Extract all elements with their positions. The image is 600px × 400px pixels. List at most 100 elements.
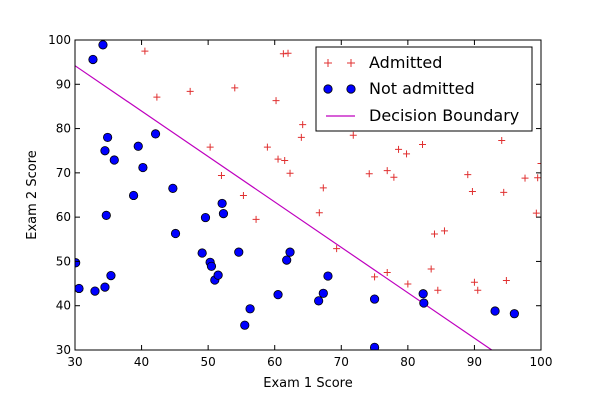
x-tick-label: 60 (267, 355, 282, 369)
not-admitted-point (197, 248, 207, 258)
x-tick-label: 90 (467, 355, 482, 369)
not-admitted-point (150, 129, 161, 139)
admitted-point (252, 215, 260, 223)
admitted-point (502, 276, 510, 284)
x-tick-label: 50 (201, 355, 216, 369)
not-admitted-point (100, 146, 110, 156)
admitted-point (315, 209, 323, 217)
admitted-point (299, 121, 307, 129)
admitted-point (474, 286, 482, 294)
x-tick-label: 40 (134, 355, 149, 369)
admitted-point (231, 84, 239, 92)
admitted-point (272, 97, 280, 105)
not-admitted-point (419, 298, 429, 308)
admitted-point (263, 143, 271, 151)
y-tick-label: 100 (48, 33, 71, 47)
not-admitted-point (206, 261, 217, 271)
y-axis-label: Exam 2 Score (25, 150, 40, 239)
legend-admitted-marker (324, 59, 332, 67)
admitted-point (297, 133, 305, 141)
not-admitted-point (509, 309, 519, 319)
not-admitted-point (200, 212, 211, 223)
y-tick-label: 30 (56, 343, 71, 357)
x-tick-label: 70 (334, 355, 349, 369)
admitted-point (390, 173, 398, 181)
not-admitted-point (285, 247, 295, 257)
legend-label-decision-boundary: Decision Boundary (369, 106, 519, 125)
y-tick-label: 70 (56, 166, 71, 180)
admitted-point (286, 169, 294, 177)
admitted-point (274, 155, 282, 163)
admitted-point (319, 184, 327, 192)
not-admitted-point (88, 54, 98, 65)
plot-frame (74, 39, 542, 351)
not-admitted-point (218, 209, 229, 219)
admitted-point (440, 227, 448, 235)
admitted-point (464, 171, 472, 179)
not-admitted-point (418, 289, 428, 299)
not-admitted-point (168, 183, 178, 193)
admitted-point (371, 273, 379, 281)
not-admitted-point (213, 270, 223, 280)
not-admitted-point (369, 294, 380, 304)
admitted-point (498, 137, 506, 145)
not-admitted-point (101, 210, 111, 220)
admitted-point (434, 286, 442, 294)
admitted-point (468, 187, 476, 195)
not-admitted-point (75, 258, 81, 268)
y-tick-label: 50 (56, 254, 71, 268)
not-admitted-point (100, 282, 110, 292)
not-admitted-point (103, 132, 113, 143)
not-admitted-point (234, 247, 244, 257)
admitted-point (383, 269, 391, 276)
not-admitted-point (314, 296, 324, 306)
not-admitted-point (273, 290, 283, 300)
admitted-point (383, 167, 391, 175)
admitted-point (427, 265, 435, 273)
legend-not-admitted-marker (323, 84, 333, 94)
legend-label-admitted: Admitted (369, 53, 442, 72)
y-tick-label: 80 (56, 122, 71, 136)
admitted-point (281, 156, 289, 164)
admitted-point (239, 191, 247, 199)
admitted-point (470, 278, 478, 286)
legend-admitted-marker (347, 59, 355, 67)
not-admitted-point (282, 255, 292, 265)
y-tick-label: 40 (56, 299, 71, 313)
not-admitted-point (109, 155, 119, 165)
not-admitted-point (240, 320, 250, 330)
admitted-point (537, 160, 541, 168)
legend-not-admitted-marker (346, 84, 356, 94)
admitted-point (419, 141, 427, 149)
admitted-point (141, 47, 149, 55)
admitted-point (532, 209, 540, 217)
x-tick-label: 30 (67, 355, 82, 369)
not-admitted-point (170, 228, 181, 239)
not-admitted-point (75, 283, 84, 294)
admitted-point (365, 170, 373, 178)
admitted-point (534, 174, 541, 182)
x-tick-label: 80 (400, 355, 415, 369)
not-admitted-point (90, 286, 100, 296)
x-tick-label: 100 (530, 355, 553, 369)
admitted-point (521, 174, 529, 182)
legend: Admitted Not admitted Decision Boundary (315, 46, 533, 132)
not-admitted-point (128, 190, 139, 201)
admitted-point (404, 280, 412, 288)
not-admitted-point (245, 304, 255, 314)
y-tick-label: 90 (56, 77, 71, 91)
admitted-point (186, 87, 194, 95)
admitted-point (333, 245, 341, 253)
not-admitted-point (217, 198, 227, 209)
not-admitted-point (490, 306, 500, 316)
admitted-point (430, 230, 438, 238)
admitted-point (153, 93, 161, 101)
not-admitted-point (369, 342, 380, 350)
not-admitted-point (106, 270, 116, 281)
admitted-point (206, 143, 214, 151)
not-admitted-point (98, 40, 108, 50)
admitted-point (395, 145, 403, 153)
admitted-point (284, 49, 292, 57)
admitted-point (403, 150, 411, 158)
not-admitted-point (133, 141, 143, 151)
